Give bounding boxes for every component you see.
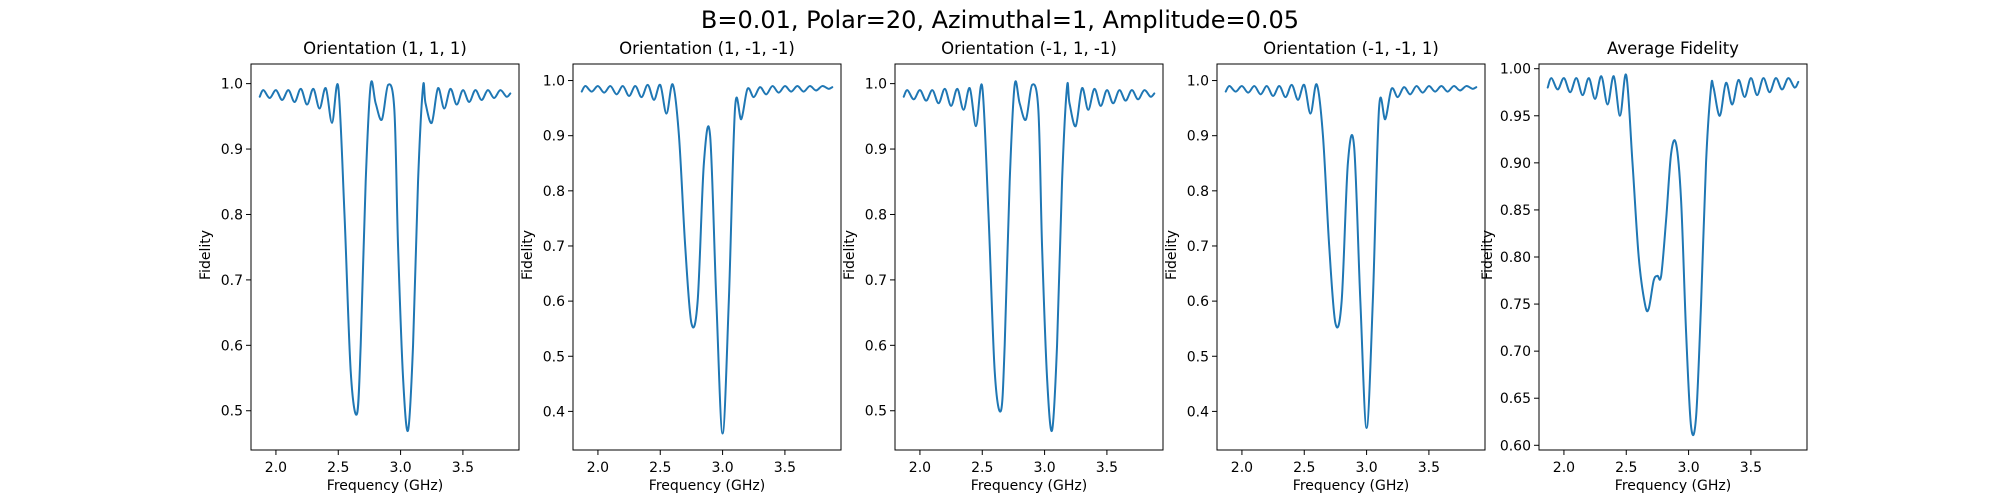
y-tick-label: 0.8 — [221, 207, 243, 223]
y-tick-label: 0.7 — [221, 273, 243, 289]
y-tick-label: 0.8 — [543, 184, 565, 200]
panel-title: Orientation (-1, 1, -1) — [941, 39, 1117, 58]
x-tick-label: 2.5 — [971, 460, 993, 476]
x-tick-label: 3.5 — [1418, 460, 1440, 476]
y-tick-label: 0.8 — [865, 207, 887, 223]
x-tick-label: 3.0 — [389, 460, 411, 476]
plot-area-frame — [1216, 63, 1486, 451]
x-axis-label: Frequency (GHz) — [971, 478, 1087, 494]
x-axis-label: Frequency (GHz) — [1293, 478, 1409, 494]
y-tick-label: 1.0 — [221, 77, 243, 93]
y-tick-label: 0.75 — [1500, 297, 1531, 313]
chart-panel-orientation-neg1-1-neg1: Orientation (-1, 1, -1) Frequency (GHz) … — [842, 39, 1164, 494]
x-tick-label: 2.0 — [1553, 460, 1575, 476]
y-tick-label: 0.4 — [1187, 404, 1209, 420]
series-line — [580, 83, 834, 435]
plot-area-frame — [1538, 63, 1808, 451]
x-tick-label: 3.5 — [1740, 460, 1762, 476]
plot-area-frame — [894, 63, 1164, 451]
x-axis-label: Frequency (GHz) — [1615, 478, 1731, 494]
y-tick-label: 1.00 — [1500, 62, 1531, 78]
y-axis-label: Fidelity — [1480, 230, 1496, 280]
y-tick-label: 0.9 — [543, 129, 565, 145]
y-tick-label: 0.9 — [865, 142, 887, 158]
x-tick-label: 3.0 — [1677, 460, 1699, 476]
y-tick-label: 0.5 — [1187, 349, 1209, 365]
x-tick-label: 2.0 — [1231, 460, 1253, 476]
y-tick-label: 0.5 — [221, 404, 243, 420]
y-axis-label: Fidelity — [1164, 230, 1180, 280]
y-tick-label: 0.90 — [1500, 156, 1531, 172]
x-tick-label: 2.5 — [1615, 460, 1637, 476]
x-tick-label: 3.0 — [711, 460, 733, 476]
y-tick-label: 0.7 — [865, 273, 887, 289]
x-tick-label: 2.0 — [587, 460, 609, 476]
series-line — [258, 80, 512, 432]
plot-area-frame — [572, 63, 842, 451]
series-line — [1546, 73, 1800, 437]
y-tick-label: 0.6 — [1187, 294, 1209, 310]
x-tick-label: 2.0 — [909, 460, 931, 476]
y-tick-label: 0.5 — [865, 404, 887, 420]
chart-panel-orientation-neg1-neg1-1: Orientation (-1, -1, 1) Frequency (GHz) … — [1164, 39, 1486, 494]
x-tick-label: 3.5 — [1096, 460, 1118, 476]
panel-title: Orientation (1, -1, -1) — [619, 39, 795, 58]
y-tick-label: 0.95 — [1500, 109, 1531, 125]
y-axis-label: Fidelity — [198, 230, 214, 280]
y-tick-label: 0.6 — [865, 338, 887, 354]
y-tick-label: 0.6 — [221, 338, 243, 354]
x-axis-label: Frequency (GHz) — [649, 478, 765, 494]
y-tick-label: 0.9 — [221, 142, 243, 158]
x-axis-label: Frequency (GHz) — [327, 478, 443, 494]
y-tick-label: 1.0 — [1187, 74, 1209, 90]
x-tick-label: 2.0 — [265, 460, 287, 476]
y-axis-label: Fidelity — [520, 230, 536, 280]
plot-area-frame — [250, 63, 520, 451]
y-tick-label: 0.7 — [1187, 239, 1209, 255]
y-tick-label: 0.5 — [543, 349, 565, 365]
x-tick-label: 3.5 — [774, 460, 796, 476]
y-tick-label: 0.70 — [1500, 344, 1531, 360]
y-tick-label: 0.6 — [543, 294, 565, 310]
y-axis-label: Fidelity — [842, 230, 858, 280]
y-tick-label: 0.80 — [1500, 250, 1531, 266]
y-tick-label: 1.0 — [865, 77, 887, 93]
x-tick-label: 2.5 — [327, 460, 349, 476]
panel-title: Orientation (1, 1, 1) — [303, 39, 467, 58]
x-tick-label: 2.5 — [1293, 460, 1315, 476]
y-tick-label: 0.8 — [1187, 184, 1209, 200]
x-tick-label: 3.0 — [1355, 460, 1377, 476]
series-line — [902, 80, 1156, 432]
y-tick-label: 0.7 — [543, 239, 565, 255]
chart-panel-orientation-1-1-1: Orientation (1, 1, 1) Frequency (GHz) Fi… — [198, 39, 520, 494]
series-line — [1224, 83, 1478, 429]
y-tick-label: 0.60 — [1500, 438, 1531, 454]
y-tick-label: 0.9 — [1187, 129, 1209, 145]
y-tick-label: 1.0 — [543, 74, 565, 90]
x-tick-label: 3.5 — [452, 460, 474, 476]
y-tick-label: 0.85 — [1500, 203, 1531, 219]
panel-title: Average Fidelity — [1607, 39, 1739, 58]
panel-title: Orientation (-1, -1, 1) — [1263, 39, 1439, 58]
y-tick-label: 0.65 — [1500, 391, 1531, 407]
x-tick-label: 2.5 — [649, 460, 671, 476]
chart-panel-average-fidelity: Average Fidelity Frequency (GHz) Fidelit… — [1480, 39, 1808, 494]
chart-panel-orientation-1-neg1-neg1: Orientation (1, -1, -1) Frequency (GHz) … — [520, 39, 842, 494]
figure-title: B=0.01, Polar=20, Azimuthal=1, Amplitude… — [701, 6, 1299, 34]
y-tick-label: 0.4 — [543, 404, 565, 420]
x-tick-label: 3.0 — [1033, 460, 1055, 476]
